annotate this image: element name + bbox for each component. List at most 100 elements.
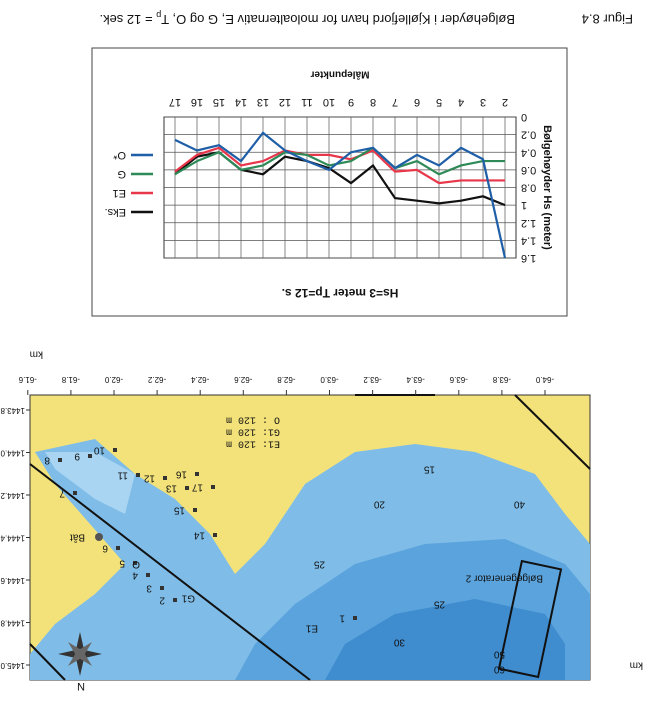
point-marker [193,508,197,512]
point-marker [58,458,62,462]
figure-caption: Bølgehøyder i Kjøllefjord havn for moloa… [99,10,515,27]
y-tick-label: 1.4 [521,234,536,246]
x-tick-label: 3 [480,96,486,108]
y-tick-label: 0.8 [521,182,536,194]
generator-box [497,559,563,679]
breakwater-label: O [132,558,140,569]
map-y-unit: km [630,659,643,670]
map-x-tick-label: -61.6 [18,375,37,384]
point-label: 8 [44,454,50,465]
point-marker [113,448,117,452]
point-marker [211,485,215,489]
point-marker [73,491,77,495]
point-label: 10 [93,444,105,455]
y-tick-label: 1.2 [521,217,536,229]
map-note: E1: 120 m [226,437,280,448]
y-tick-label: 1 [521,199,527,211]
map-x-tick-label: -62.8 [277,375,296,384]
point-marker [160,586,164,590]
legend-label: O* [112,149,126,161]
point-marker [88,454,92,458]
point-label: 2 [159,594,165,605]
map-x-tick-label: -62.2 [147,375,166,384]
north-label: N [77,680,85,692]
point-label: 5 [119,557,125,568]
map-x-unit: km [30,348,43,359]
x-tick-label: 16 [191,96,203,108]
chart-frame [91,47,568,317]
point-marker [163,476,167,480]
x-tick-label: 11 [301,96,312,108]
legend-label: Eks. [105,206,126,218]
chart-title: Hs=3 meter Tp=12 s. [282,286,399,300]
map-x-tick-label: -62.6 [234,375,253,384]
map-x-tick-label: -61.8 [61,375,80,384]
map-x-tick-label: -63.0 [320,375,339,384]
x-tick-label: 6 [414,96,420,108]
y-tick-label: 0 [521,111,527,123]
y-tick-label: 0.6 [521,164,536,176]
y-tick-label: 1.6 [521,252,536,264]
caption-rest: = 12 sek. [99,12,156,27]
x-tick-label: 14 [235,96,247,108]
point-marker [173,598,177,602]
x-tick-label: 8 [370,96,376,108]
map-x-tick-label: -62.4 [191,375,210,384]
compass [58,632,102,676]
x-tick-label: 7 [392,96,398,108]
map-x-tick-label: -63.8 [492,375,511,384]
x-tick-label: 2 [502,96,508,108]
deepest-sea [325,599,565,680]
contour-label: 25 [433,598,445,609]
map-y-tick-label: 1444.2 [0,491,25,500]
map-y-tick-label: 1444.0 [0,448,25,457]
contour-label: 20 [373,498,385,509]
x-tick-label: 15 [213,96,225,108]
point-label: 16 [175,468,187,479]
map-x-tick-label: -63.4 [406,375,425,384]
x-tick-label: 12 [279,96,291,108]
map-x-tick-label: -63.2 [363,375,382,384]
legend-label: E1 [113,187,126,199]
point-label: 9 [74,450,80,461]
series-line [174,131,507,259]
contour-label: 40 [513,498,525,509]
x-tick-label: 13 [257,96,269,108]
point-label: Båt [70,531,85,543]
map-y-tick-label: 1444.8 [0,618,25,627]
map-x-tick-label: -63.6 [449,375,468,384]
x-tick-label: 9 [348,96,354,108]
point-label: 14 [193,529,205,540]
figure-label: Figur 8.4 [582,12,633,27]
contour-label: 60 [493,663,505,674]
rotated-page: Figur 8.4 Bølgehøyder i Kjøllefjord havn … [0,10,643,692]
y-axis-label: Bølgehøyder Hs (meter) [541,125,553,250]
point-label: 3 [146,582,152,593]
breakwater-label: E1 [305,622,318,633]
y-tick-label: 0.2 [521,129,536,141]
coast-line [514,394,591,470]
point-label: 17 [191,481,203,492]
x-tick-label: 10 [323,96,335,108]
point-label: 1 [339,612,345,623]
point-marker [116,546,120,550]
contour-label: 15 [423,463,435,474]
point-marker [213,533,217,537]
series-line [174,146,505,176]
map-x-tick-label: -62.0 [104,375,123,384]
point-label: 7 [59,487,65,498]
map-y-tick-label: 1443.8 [0,406,25,415]
contour-label: 50 [493,648,505,659]
x-tick-label: 5 [436,96,442,108]
series-line [174,146,505,185]
point-marker [353,616,357,620]
point-marker [133,561,137,565]
boat-marker [95,533,103,541]
coast-line [29,463,311,681]
breakwater-label: G1 [181,592,195,603]
point-label: 11 [117,469,128,480]
y-tick-label: 0.4 [521,146,536,158]
x-tick-label: 17 [169,96,181,108]
point-marker [146,573,150,577]
